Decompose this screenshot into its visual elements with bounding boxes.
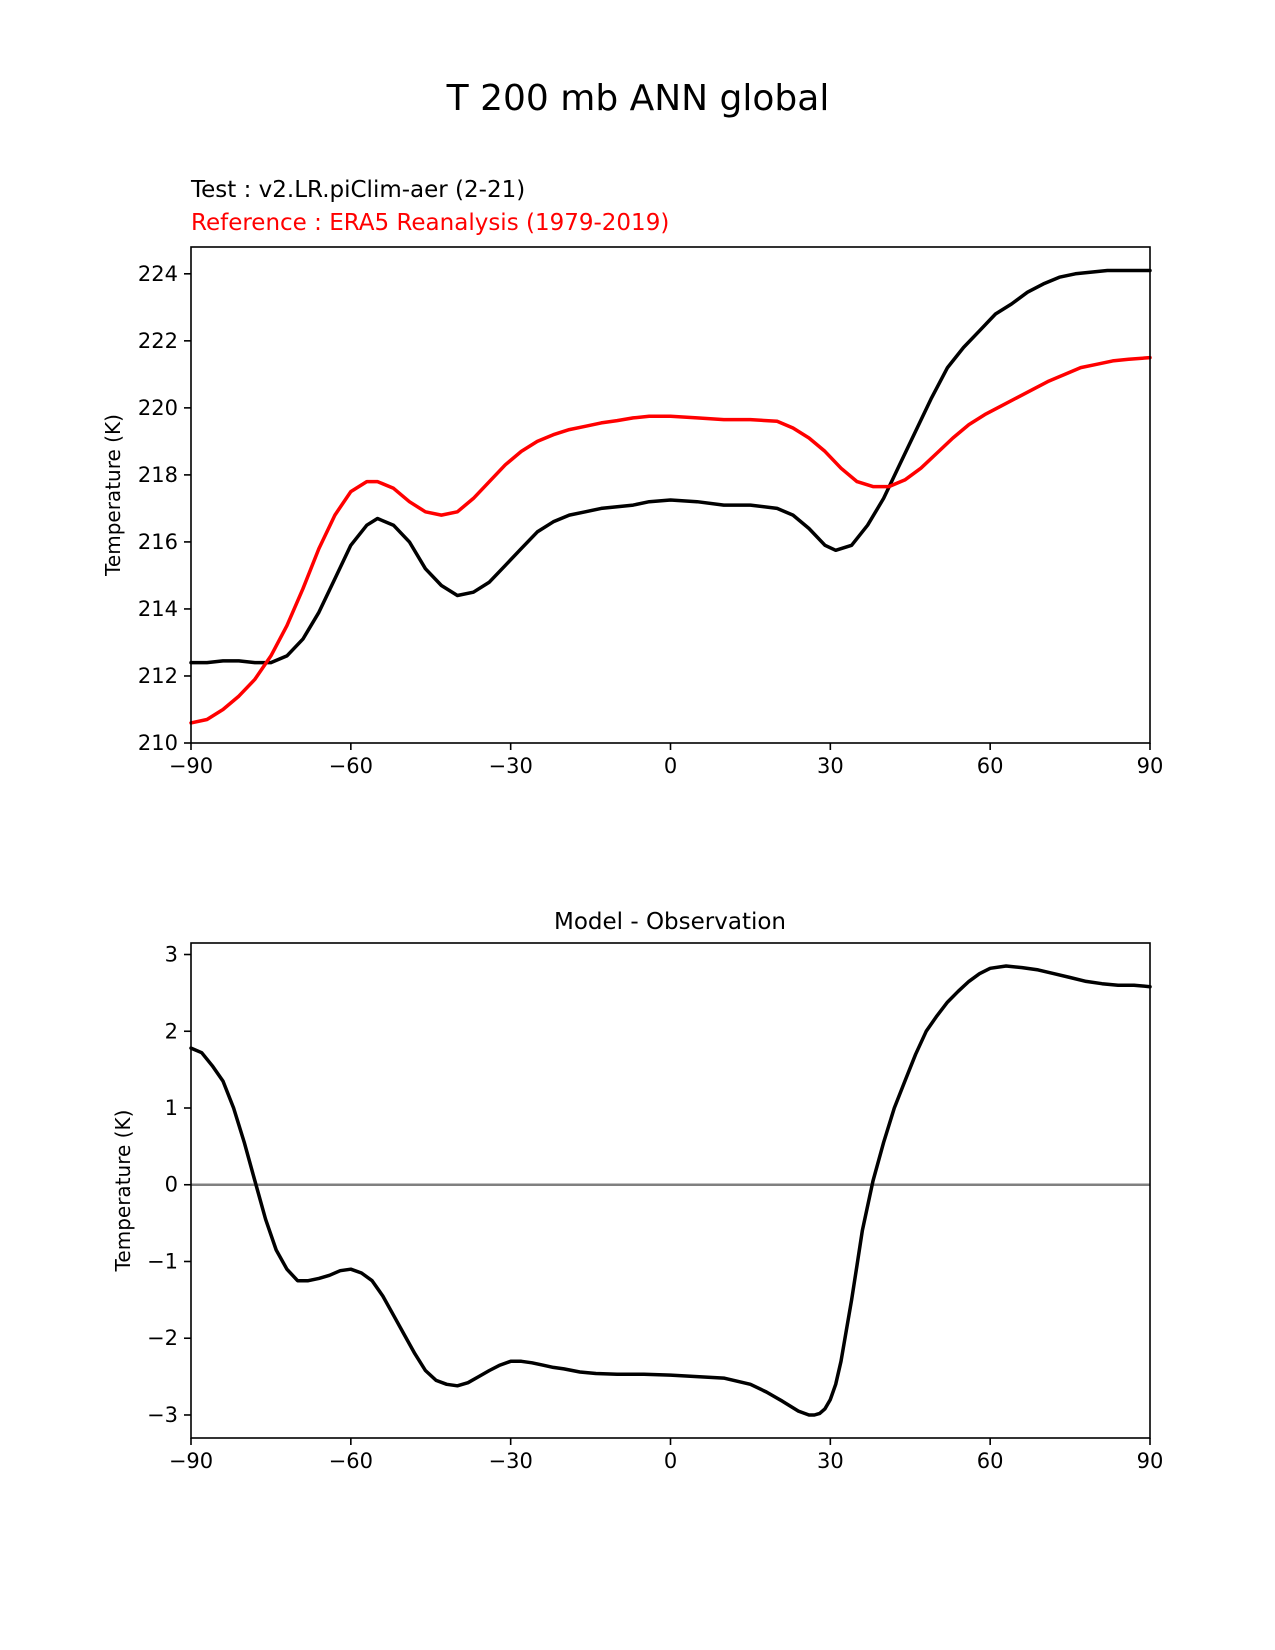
top-chart-axes: −90 −60 −30 0 30 60 90 210 212 214 216 218 220 222 224… [101,246,1164,778]
y-tick-label: 222 [138,329,178,353]
x-tick-label: −60 [329,1449,373,1473]
test-label: Test : v2.LR.piClim-aer (2-21) [190,177,525,203]
x-tick-label: −30 [489,1449,533,1473]
x-tick-label: 90 [1137,754,1164,778]
test-series-line [189,268,1152,665]
y-tick-label: 2 [165,1019,178,1043]
y-tick-label: 3 [165,943,178,967]
y-tick-label: 220 [138,396,178,420]
x-tick-label: −30 [489,754,533,778]
y-tick-label: 212 [138,664,178,688]
x-tick-label: −90 [169,1449,213,1473]
y-tick-label: −3 [147,1403,178,1427]
bottom-chart-axes: −90 −60 −30 0 30 60 90 3 2 1 0 −1 −2 −3 Temperature (K… [111,942,1164,1473]
x-tick-label: 0 [664,1449,677,1473]
y-tick-label: −1 [147,1249,178,1273]
reference-series-line [189,355,1152,725]
y-tick-label: 1 [165,1096,178,1120]
y-tick-label: 0 [165,1173,178,1197]
y-tick-label: 218 [138,463,178,487]
y-tick-label: 214 [138,597,178,621]
x-tick-label: 30 [817,754,844,778]
difference-series-line [189,964,1152,1417]
y-tick-label: 210 [138,731,178,755]
y-axis-label: Temperature (K) [101,414,125,577]
x-tick-label: 30 [817,1449,844,1473]
y-tick-label: −2 [147,1326,178,1350]
y-tick-label: 216 [138,530,178,554]
bottom-panel-title: Model - Observation [554,909,786,935]
figure-suptitle: T 200 mb ANN global [446,78,830,119]
reference-label: Reference : ERA5 Reanalysis (1979-2019) [191,210,669,236]
y-axis-label: Temperature (K) [111,1110,135,1273]
x-tick-label: −90 [169,754,213,778]
x-tick-label: 60 [977,754,1004,778]
y-tick-label: 224 [138,262,178,286]
x-tick-label: 60 [977,1449,1004,1473]
x-tick-label: 90 [1137,1449,1164,1473]
x-tick-label: 0 [664,754,677,778]
x-tick-label: −60 [329,754,373,778]
